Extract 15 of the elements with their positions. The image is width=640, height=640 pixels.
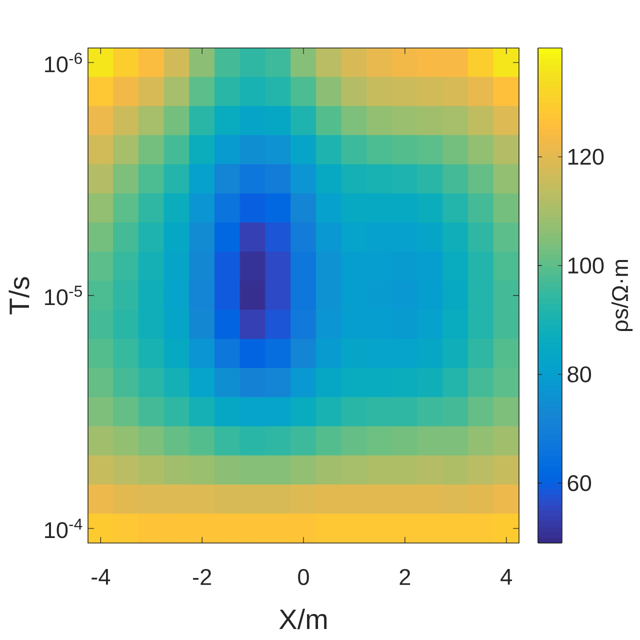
color-bar-label: 80 [568,366,592,382]
color-bar-label: 60 [568,475,592,492]
x-tick-label: 2 [400,569,410,585]
color-bar-title: ρs/Ω·m [611,260,633,331]
y-tick-label: 10$^{-4}$ [45,518,82,538]
x-tick-label: -2 [193,569,212,585]
x-axis-title: X/m [279,608,327,630]
x-tick-label: 4 [500,569,512,585]
y-axis-title: T/s [8,277,30,314]
y-tick-label: 10$^{-6}$ [45,52,82,72]
x-tick-label: -4 [92,569,110,585]
y-tick-label: 10$^{-5}$ [45,286,82,306]
x-tick-label: 0 [298,569,309,586]
color-bar-label: 100 [568,258,604,274]
color-bar-label: 120 [568,148,604,165]
